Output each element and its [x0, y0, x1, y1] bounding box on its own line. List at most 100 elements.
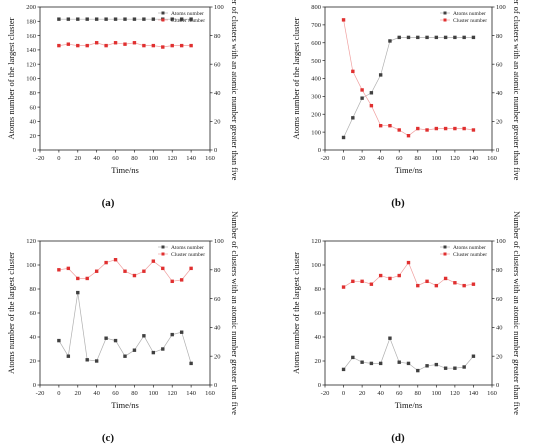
y-tick-label: 60 — [30, 310, 37, 317]
x-tick-label: 120 — [450, 390, 460, 397]
cluster-point — [66, 266, 71, 271]
y-tick-label: 180 — [26, 19, 36, 26]
atoms-series-line — [343, 37, 474, 138]
cluster-point — [462, 126, 466, 131]
legend-cluster-marker — [443, 18, 447, 22]
x-tick-label: 140 — [469, 155, 479, 162]
atoms-point — [369, 361, 374, 366]
cluster-point — [57, 268, 61, 272]
x-tick-label: 60 — [112, 155, 119, 162]
y-tick-label: 100 — [26, 76, 36, 83]
y-tick-label: 40 — [30, 119, 37, 126]
y2-tick-label: 100 — [496, 4, 506, 11]
x-tick-label: 80 — [415, 390, 422, 397]
atoms-point — [132, 17, 137, 21]
y-tick-label: 100 — [311, 262, 321, 269]
y-tick-label: 160 — [26, 33, 36, 40]
atoms-point — [179, 330, 184, 334]
y2-tick-label: 60 — [214, 296, 221, 303]
x-axis-label: Time/ns — [395, 165, 423, 175]
x-tick-label: 0 — [342, 390, 345, 397]
atoms-point — [132, 348, 137, 352]
y2-axis-label: Number of clusters with an atomic number… — [512, 211, 522, 415]
x-tick-label: 100 — [148, 390, 158, 397]
cluster-point — [57, 43, 61, 48]
atoms-point — [378, 361, 383, 366]
atoms-point — [471, 35, 476, 40]
y2-tick-label: 20 — [214, 353, 221, 360]
atoms-point — [104, 17, 108, 21]
cluster-point — [471, 282, 476, 286]
y2-tick-label: 80 — [214, 267, 221, 274]
cluster-point — [462, 283, 466, 288]
y2-tick-label: 0 — [214, 147, 217, 154]
x-axis-label: Time/ns — [111, 400, 139, 410]
atoms-point — [388, 39, 392, 43]
chart-panel-1: -20 0 20 40 60 80 100 120 140 1600204060801001201… — [6, 0, 240, 181]
x-tick-label: 60 — [396, 390, 403, 397]
y2-tick-label: 80 — [496, 33, 503, 40]
atoms-point — [425, 35, 429, 40]
y2-tick-label: 0 — [496, 382, 499, 389]
atoms-point — [443, 35, 448, 40]
cluster-point — [132, 273, 137, 278]
atoms-point — [179, 17, 184, 21]
y-tick-label: 0 — [318, 147, 321, 154]
x-tick-label: 40 — [377, 155, 384, 162]
panel-label-d: (d) — [391, 432, 405, 444]
atoms-point — [341, 367, 346, 372]
cluster-point — [85, 276, 89, 281]
atoms-point — [142, 334, 146, 338]
y2-tick-label: 60 — [496, 296, 503, 303]
y2-tick-label: 40 — [496, 325, 503, 332]
cluster-point — [425, 279, 429, 284]
atoms-point — [425, 364, 429, 368]
x-tick-label: 40 — [93, 390, 100, 397]
panel-label-b: (b) — [391, 197, 405, 209]
legend-cluster-label: Cluster number — [453, 252, 487, 258]
x-tick-label: 0 — [57, 155, 60, 162]
plot-frame — [324, 6, 493, 151]
y2-tick-label: 0 — [214, 382, 217, 389]
cluster-point — [132, 41, 137, 45]
y-tick-label: 20 — [315, 358, 322, 365]
x-tick-label: 20 — [75, 390, 82, 397]
atoms-point — [360, 96, 364, 100]
y2-axis-label: Number of clusters with an atomic number… — [230, 211, 240, 415]
atoms-point — [397, 35, 401, 40]
legend-atoms-label: Atoms number — [171, 245, 204, 251]
x-tick-label: 100 — [431, 155, 441, 162]
y2-tick-label: 100 — [214, 238, 224, 245]
x-tick-label: 80 — [131, 155, 138, 162]
x-tick-label: 140 — [469, 390, 479, 397]
atoms-point — [94, 17, 99, 21]
cluster-point — [453, 126, 457, 131]
cluster-point — [189, 266, 193, 271]
x-tick-label: 20 — [75, 155, 82, 162]
cluster-point — [123, 42, 127, 46]
y2-tick-label: 40 — [496, 90, 503, 97]
x-tick-label: 120 — [167, 390, 177, 397]
atoms-point — [113, 338, 118, 343]
y-tick-label: 80 — [30, 90, 37, 97]
panel-label-c: (c) — [102, 432, 115, 444]
cluster-point — [76, 276, 80, 281]
x-tick-label: 20 — [359, 155, 366, 162]
cluster-point — [85, 43, 89, 48]
y-tick-label: 80 — [315, 286, 322, 293]
y-tick-label: 300 — [311, 94, 321, 101]
cluster-point — [76, 43, 80, 48]
plot-frame — [39, 6, 211, 151]
y-tick-label: 140 — [26, 47, 36, 54]
cluster-point — [179, 43, 184, 48]
atoms-point — [416, 35, 420, 40]
atoms-point — [66, 17, 71, 21]
legend-cluster-label: Cluster number — [171, 18, 205, 24]
x-tick-label: 140 — [186, 390, 196, 397]
atoms-point — [416, 368, 420, 373]
atoms-point — [151, 17, 156, 21]
cluster-point — [151, 259, 156, 263]
atoms-point — [151, 350, 156, 355]
atoms-point — [85, 358, 89, 362]
y2-axis-label: Number of clusters with an atomic number… — [512, 0, 522, 181]
